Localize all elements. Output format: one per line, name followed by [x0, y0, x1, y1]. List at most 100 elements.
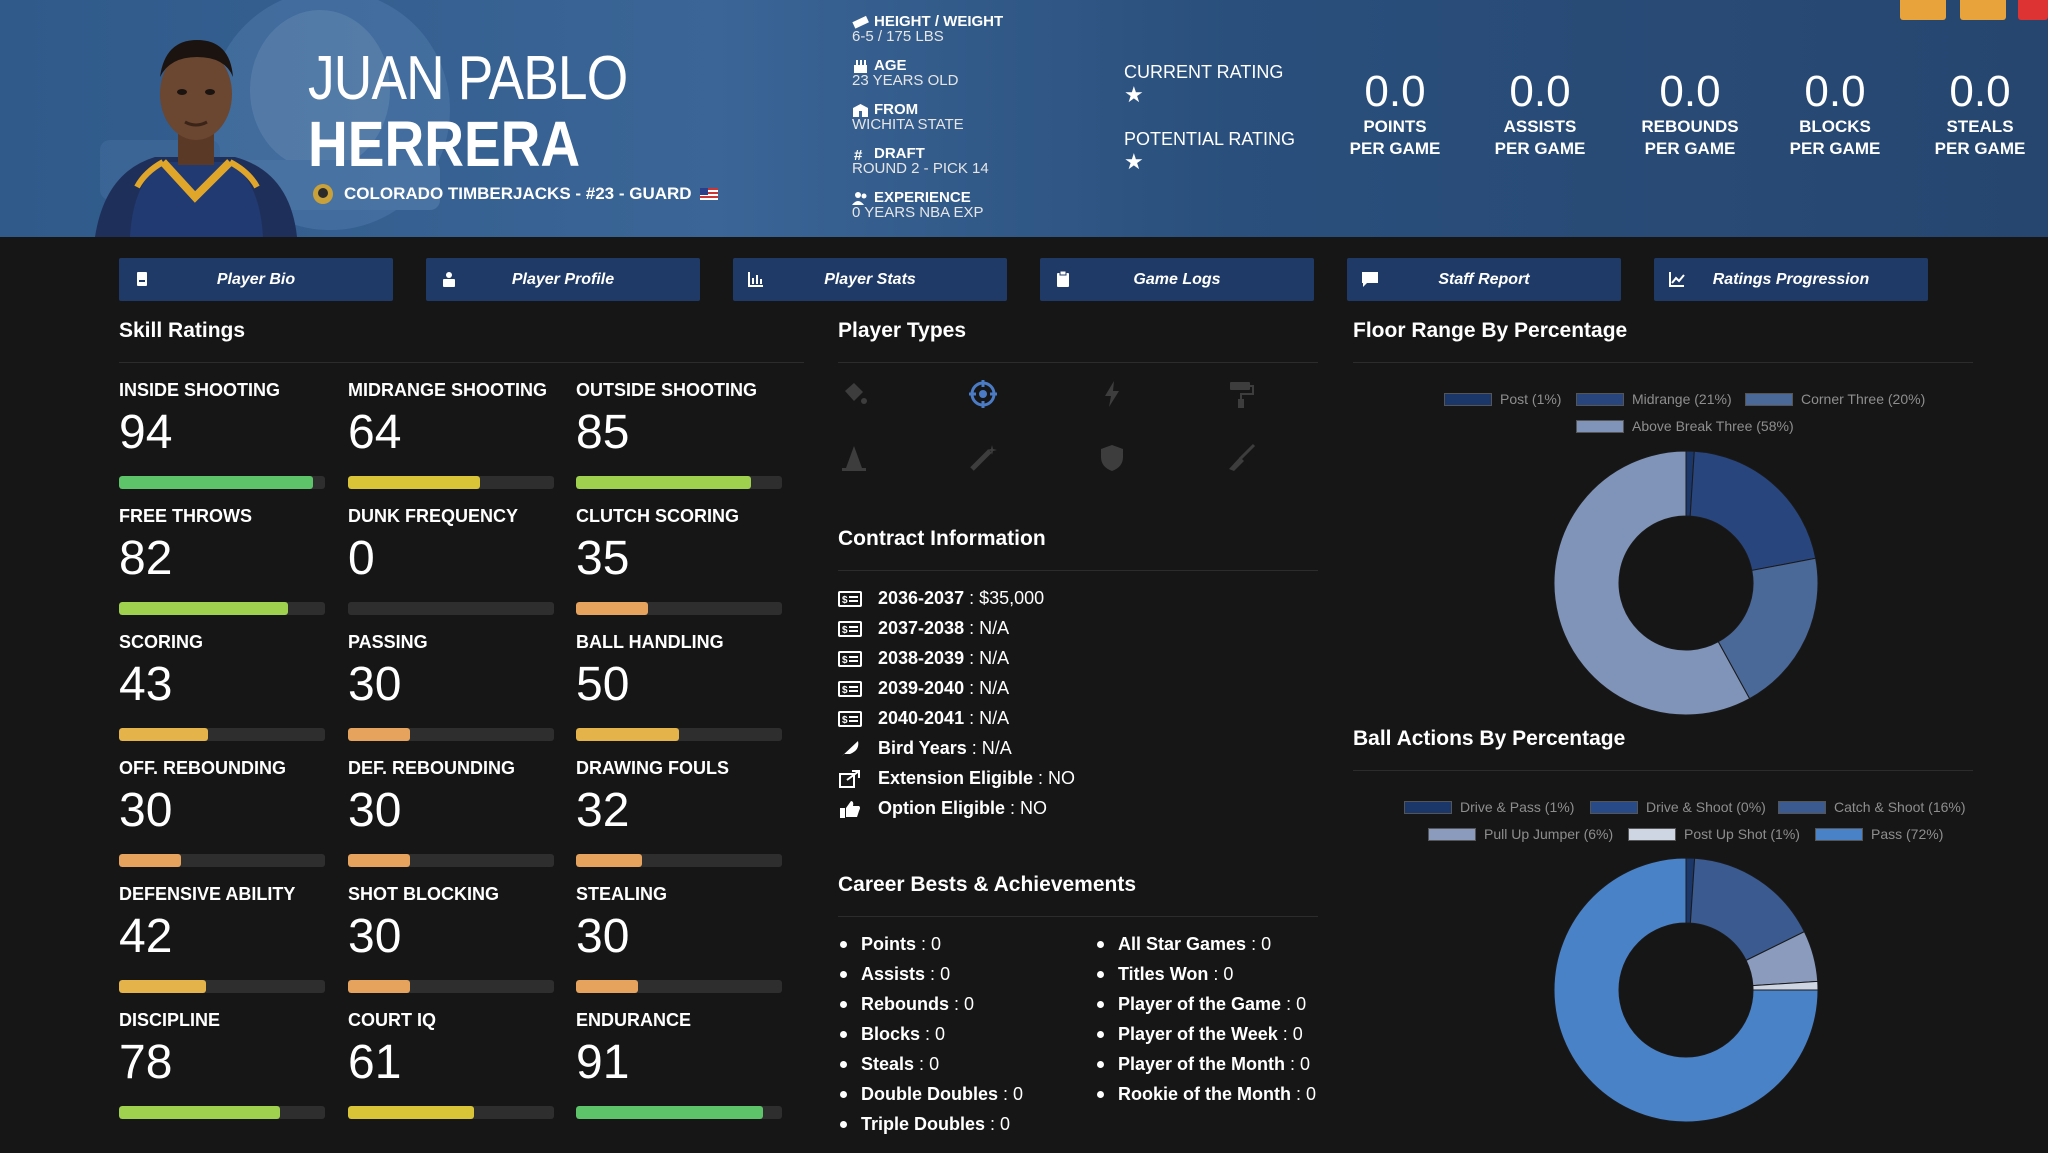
tab-ratings-progression[interactable]: Ratings Progression — [1654, 258, 1928, 301]
skill-label: BALL HANDLING — [576, 632, 724, 652]
floor-range-title: Floor Range By Percentage — [1353, 319, 1628, 342]
donut-slice-midrange[interactable] — [1689, 450, 1817, 572]
tab-game-logs[interactable]: Game Logs — [1040, 258, 1314, 301]
skill-bar — [576, 1106, 782, 1119]
magic-wand-icon[interactable] — [968, 443, 998, 473]
career-value: 0 — [1013, 1084, 1024, 1104]
tab-staff-report[interactable]: Staff Report — [1347, 258, 1621, 301]
skill-bar-fill — [348, 980, 410, 993]
contract-value: N/A — [979, 708, 1010, 728]
previous-player-button[interactable] — [1900, 0, 1946, 20]
tab-player-stats[interactable]: Player Stats — [733, 258, 1007, 301]
skill-bar-fill — [576, 980, 638, 993]
legend-label: Midrange (21%) — [1632, 391, 1732, 407]
skill-bar-fill — [119, 1106, 280, 1119]
legend-item[interactable]: Corner Three (20%) — [1745, 391, 1925, 407]
skill-bar-fill — [576, 854, 642, 867]
stat-label-sub: PER GAME — [1644, 139, 1736, 158]
contract-row: Option Eligible : NO — [838, 798, 1047, 819]
skill-bar — [348, 1106, 554, 1119]
skill-value: 30 — [348, 910, 402, 963]
crosshair-icon[interactable] — [968, 379, 998, 409]
skill-bar — [348, 728, 554, 741]
legend-item[interactable]: Post (1%) — [1444, 391, 1561, 407]
skill-bar-fill — [119, 476, 313, 489]
road-cone-icon[interactable] — [839, 443, 869, 473]
legend-label: Pass (72%) — [1871, 826, 1944, 842]
legend-item[interactable]: Pass (72%) — [1815, 826, 1943, 842]
legend-item[interactable]: Above Break Three (58%) — [1576, 418, 1794, 434]
career-value: 0 — [1000, 1114, 1011, 1134]
career-key: Triple Doubles — [861, 1114, 986, 1134]
legend-label: Drive & Shoot (0%) — [1646, 799, 1766, 815]
skill-bar — [576, 602, 782, 615]
career-key: Blocks — [861, 1024, 921, 1044]
contract-separator: : — [964, 708, 980, 728]
career-item: Rebounds : 0 — [840, 994, 974, 1015]
paint-bucket-icon[interactable] — [839, 379, 869, 409]
us-flag-icon — [699, 188, 718, 200]
legend-item[interactable]: Catch & Shoot (16%) — [1778, 799, 1966, 815]
skill-bar — [119, 980, 325, 993]
legend-item[interactable]: Midrange (21%) — [1576, 391, 1732, 407]
career-value: 0 — [940, 964, 951, 984]
skill-court-iq: COURT IQ 61 — [348, 1010, 558, 1119]
contract-separator: : — [1005, 798, 1021, 818]
career-key: Rebounds — [861, 994, 949, 1014]
career-separator: : — [1281, 994, 1297, 1014]
potential-rating-label: POTENTIAL RATING — [1124, 129, 1296, 149]
close-button[interactable] — [2018, 0, 2048, 20]
skill-label: OUTSIDE SHOOTING — [576, 380, 758, 400]
skill-value: 30 — [348, 784, 402, 837]
legend-item[interactable]: Drive & Shoot (0%) — [1590, 799, 1766, 815]
floor-range-donut-chart — [1553, 450, 1819, 716]
donut-slice-above-break-three[interactable] — [1553, 450, 1751, 716]
stat-rebounds: 0.0 REBOUNDS PER GAME — [1610, 70, 1770, 160]
lightning-icon[interactable] — [1097, 379, 1127, 409]
paint-roller-icon[interactable] — [1226, 379, 1256, 409]
skill-scoring: SCORING 43 — [119, 632, 329, 741]
career-value: 0 — [935, 1024, 946, 1044]
tab-player-bio[interactable]: Player Bio — [119, 258, 393, 301]
divider — [1353, 362, 1973, 363]
money-icon: $ — [838, 590, 862, 607]
career-item: Player of the Game : 0 — [1097, 994, 1306, 1015]
skill-bar — [576, 728, 782, 741]
skill-off-rebounding: OFF. REBOUNDING 30 — [119, 758, 329, 867]
career-value: 0 — [1306, 1084, 1317, 1104]
player-header: JUAN PABLO HERRERA COLORADO TIMBERJACKS … — [0, 0, 2048, 237]
legend-swatch — [1428, 827, 1476, 841]
legend-item[interactable]: Pull Up Jumper (6%) — [1428, 826, 1613, 842]
skill-label: STEALING — [576, 884, 668, 904]
skill-bar-fill — [119, 602, 288, 615]
contract-separator: : — [964, 648, 980, 668]
legend-swatch — [1576, 419, 1624, 433]
skill-label: PASSING — [348, 632, 428, 652]
skill-bar-fill — [348, 728, 410, 741]
shield-icon[interactable] — [1097, 443, 1127, 473]
bio-age: 23 YEARS OLD — [852, 72, 959, 89]
skill-bar-fill — [576, 1106, 764, 1119]
tab-player-profile[interactable]: Player Profile — [426, 258, 700, 301]
skill-midrange-shooting: MIDRANGE SHOOTING 64 — [348, 380, 558, 489]
legend-item[interactable]: Drive & Pass (1%) — [1404, 799, 1574, 815]
skill-passing: PASSING 30 — [348, 632, 558, 741]
skill-value: 64 — [348, 406, 402, 459]
legend-label: Corner Three (20%) — [1801, 391, 1926, 407]
broom-icon[interactable] — [1226, 443, 1256, 473]
donut-slice-corner-three[interactable] — [1717, 557, 1819, 700]
next-player-button[interactable] — [1960, 0, 2006, 20]
team-line: COLORADO TIMBERJACKS - #23 - GUARD — [310, 183, 718, 205]
career-key: Steals — [861, 1054, 915, 1074]
skill-label: MIDRANGE SHOOTING — [348, 380, 548, 400]
donut-slice-pass[interactable] — [1553, 857, 1819, 1123]
legend-item[interactable]: Post Up Shot (1%) — [1628, 826, 1800, 842]
team-logo-icon — [313, 184, 333, 204]
bio-block: HEIGHT / WEIGHT 6-5 / 175 LBS AGE 23 YEA… — [852, 14, 1003, 234]
player-name: JUAN PABLO HERRERA — [308, 48, 679, 177]
bio-draft: ROUND 2 - PICK 14 — [852, 160, 989, 177]
contract-row: $2037-2038 : N/A — [838, 618, 1009, 639]
tab-label: Game Logs — [1133, 270, 1221, 288]
bio-experience: 0 YEARS NBA EXP — [852, 204, 984, 221]
skill-bar — [119, 854, 325, 867]
